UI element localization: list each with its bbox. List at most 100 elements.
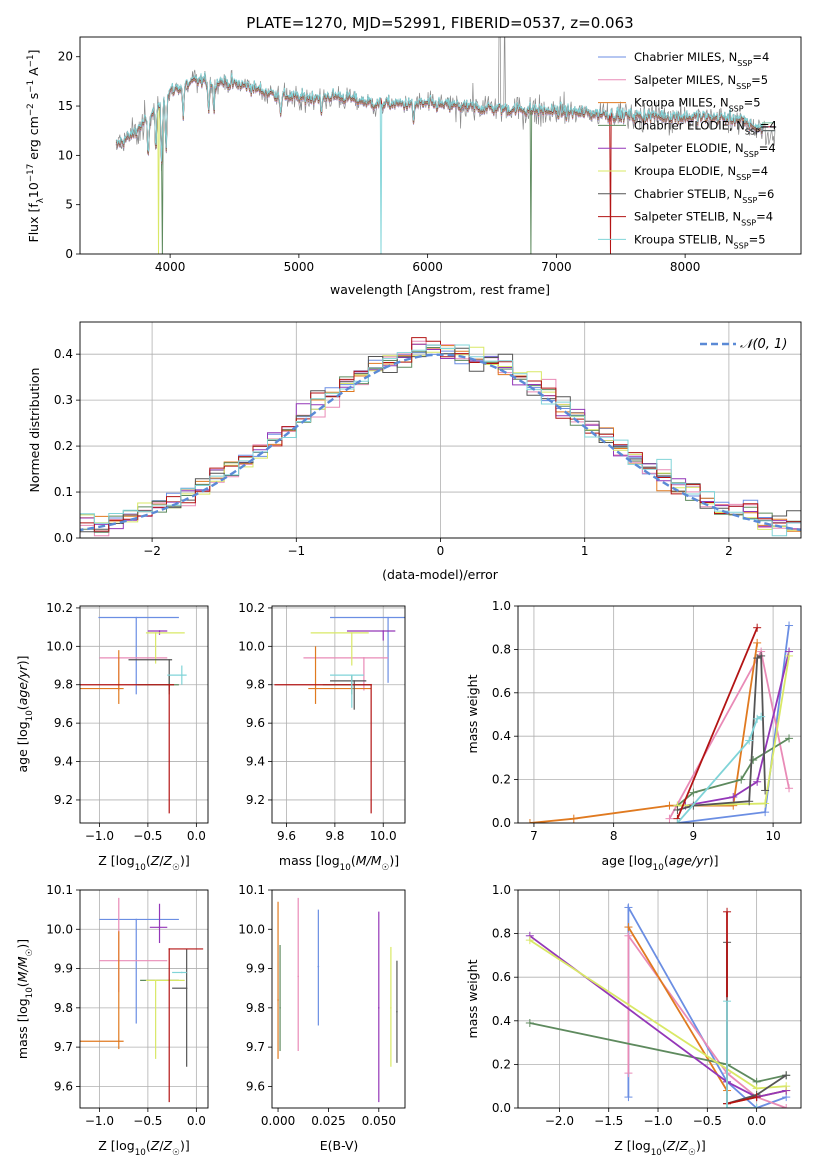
age_vs_Z-xtick-label: −1.0 (85, 829, 114, 843)
age-mass-point (382, 630, 385, 632)
mass_vs_ebv-frame (271, 889, 406, 1109)
mass-ebv-point (279, 1007, 281, 1009)
age_vs_mass-plot-area (274, 616, 405, 814)
age_vs_mass-frame (271, 605, 406, 824)
mass_vs_ebv-panel: 0.000 0.025 0.050 9.6 9.7 9.8 9.9 10.0 10.1 E(B-V… (238, 883, 406, 1153)
weight-age-series-8 (676, 627, 759, 820)
weight-age-ylabel: mass weight (465, 674, 480, 753)
age-mass-point (314, 687, 317, 690)
spectrum-frame (79, 36, 802, 255)
weight_vs_Z-ytick-label: 0.6 (492, 970, 511, 984)
age-mass-point (387, 616, 389, 619)
weight_vs_age-ytick-label: 0.2 (492, 773, 511, 787)
age_vs_Z-ytick-label: 9.4 (54, 755, 73, 769)
spectrum-legend-label: Kroupa STELIB, NSSP=5 (634, 232, 766, 250)
weight_vs_Z-xtick-label: −1.0 (643, 1114, 672, 1128)
age_vs_Z-plot-area (80, 616, 187, 814)
mass_vs_Z-ytick-label: 10.1 (46, 883, 73, 897)
age-mass-point (351, 674, 353, 676)
residuals-ylabel: Normed distribution (27, 368, 42, 493)
age-z-point (135, 616, 138, 619)
mass_vs_Z-ytick-label: 9.9 (54, 962, 73, 976)
normal-legend-label: 𝒩(0, 1) (740, 337, 787, 352)
spectrum-legend-label: Kroupa MILES, NSSP=5 (634, 96, 761, 114)
mass_vs_ebv-ytick-label: 9.9 (246, 962, 265, 976)
spectrum-ytick-label: 20 (58, 50, 73, 64)
spectrum-xtick-label: 4000 (155, 260, 186, 274)
weight_vs_Z-ytick-label: 0.4 (492, 1014, 511, 1028)
residuals-ytick-label: 0.2 (54, 439, 73, 453)
mass_vs_ebv-plot-area (277, 897, 398, 1103)
spectrum-title: PLATE=1270, MJD=52991, FIBERID=0537, z=0… (246, 14, 633, 32)
age-z-xlabel: Z [log10(Z/Z☉)] (98, 853, 190, 873)
mass_vs_Z-panel: −1.0 −0.5 0.0 9.6 9.7 9.8 9.9 10.0 10.1 Z [log10(… (15, 883, 209, 1158)
weight_vs_Z-frame (517, 889, 802, 1109)
mass-ebv-point (396, 1010, 398, 1013)
age_vs_mass-ytick-label: 9.8 (246, 678, 265, 692)
mass-z-point (158, 926, 161, 929)
age-mass-point (363, 657, 365, 659)
age-z-point (117, 687, 120, 690)
weight_vs_Z-xtick-label: −1.5 (594, 1114, 623, 1128)
spectrum-ytick-label: 15 (58, 99, 73, 113)
spectrum-ytick-label: 5 (65, 198, 73, 212)
mass_vs_Z-plot-area (80, 897, 204, 1103)
weight_vs_age-ytick-label: 0.4 (492, 729, 511, 743)
mass-ebv-point (378, 1007, 380, 1009)
mass-z-ylabel: mass [log10(M/M☉)] (15, 939, 35, 1059)
mass-ebv-xlabel: E(B-V) (320, 1138, 359, 1153)
weight_vs_age-frame (517, 605, 802, 824)
age_vs_mass-xtick-label: 10.0 (370, 829, 397, 843)
weight_vs_age-xtick-label: 8 (610, 829, 618, 843)
weight_vs_Z-ytick-label: 0.0 (492, 1101, 511, 1115)
residuals-xtick-label: −1 (287, 544, 305, 558)
mass_vs_ebv-ytick-label: 10.0 (238, 922, 265, 936)
age_vs_Z-frame (79, 605, 209, 824)
residuals-xtick-label: 0 (437, 544, 445, 558)
weight_vs_Z-xtick-label: −2.0 (545, 1114, 574, 1128)
mass_vs_Z-xtick-label: −1.0 (85, 1114, 114, 1128)
residuals-ytick-label: 0.1 (54, 485, 73, 499)
weight_vs_Z-ytick-label: 1.0 (492, 883, 511, 897)
age_vs_Z-ytick-label: 10.2 (46, 601, 73, 615)
weight-age-series-3 (529, 642, 759, 823)
residuals-panel: −2 −1 0 1 2 0.0 0.1 0.2 0.3 0.4 𝒩(0, 1) (data-model… (27, 321, 802, 582)
age_vs_Z-ytick-label: 10.0 (46, 639, 73, 653)
mass_vs_Z-ytick-label: 9.6 (54, 1079, 73, 1093)
age-mass-point (370, 683, 372, 686)
mass_vs_ebv-ytick-label: 9.7 (246, 1040, 265, 1054)
spectrum-panel: 4000 5000 6000 7000 8000 0 5 10 15 20 Chabrier MIL… (26, 36, 802, 297)
age_vs_mass-xtick-label: 9.6 (277, 829, 296, 843)
age_vs_mass-panel: 9.6 9.8 10.0 9.2 9.4 9.6 9.8 10.0 10.2 mass [log1… (238, 601, 406, 873)
mass-ebv-point (297, 975, 299, 978)
weight-z-series-4 (529, 1022, 787, 1083)
age_vs_Z-xtick-label: −0.5 (133, 829, 162, 843)
residuals-ytick-label: 0.4 (54, 347, 73, 361)
mass-ebv-point (317, 965, 320, 968)
residual-histogram-9 (80, 344, 801, 537)
residuals-xtick-label: 1 (581, 544, 589, 558)
mass-z-point (185, 987, 188, 989)
weight_vs_Z-ytick-label: 0.2 (492, 1057, 511, 1071)
mass_vs_ebv-ytick-label: 9.6 (246, 1079, 265, 1093)
residuals-xlabel: (data-model)/error (382, 567, 499, 582)
normal-curve (80, 353, 801, 532)
spectrum-legend-label: Salpeter MILES, NSSP=5 (634, 73, 768, 91)
weight_vs_Z-ytick-label: 0.8 (492, 927, 511, 941)
mass_vs_Z-xtick-label: −0.5 (133, 1114, 162, 1128)
spectrum-legend-label: Chabrier ELODIE, NSSP=4 (634, 118, 777, 136)
weight-age-xlabel: age [log10(age/yr)] (601, 853, 718, 873)
age_vs_Z-ytick-label: 9.2 (54, 793, 73, 807)
weight_vs_age-xtick-label: 10 (765, 829, 780, 843)
spectrum-legend-label: Salpeter STELIB, NSSP=4 (634, 210, 773, 228)
residuals-plot-area (80, 337, 801, 537)
age-z-point (154, 632, 157, 634)
spectrum-legend: Chabrier MILES, NSSP=4 Salpeter MILES, NS… (598, 50, 777, 250)
weight_vs_Z-panel: −2.0 −1.5 −1.0 −0.5 0.0 0.0 0.2 0.4 0.6 0.8 1.0 Z [… (465, 883, 802, 1158)
weight-age-series-9 (676, 715, 762, 823)
spectrum-ytick-label: 10 (58, 148, 73, 162)
age_vs_Z-ytick-label: 9.8 (54, 678, 73, 692)
spectrum-xtick-label: 8000 (670, 260, 701, 274)
weight-age-series-6 (677, 655, 790, 807)
mass-z-point (135, 918, 138, 921)
